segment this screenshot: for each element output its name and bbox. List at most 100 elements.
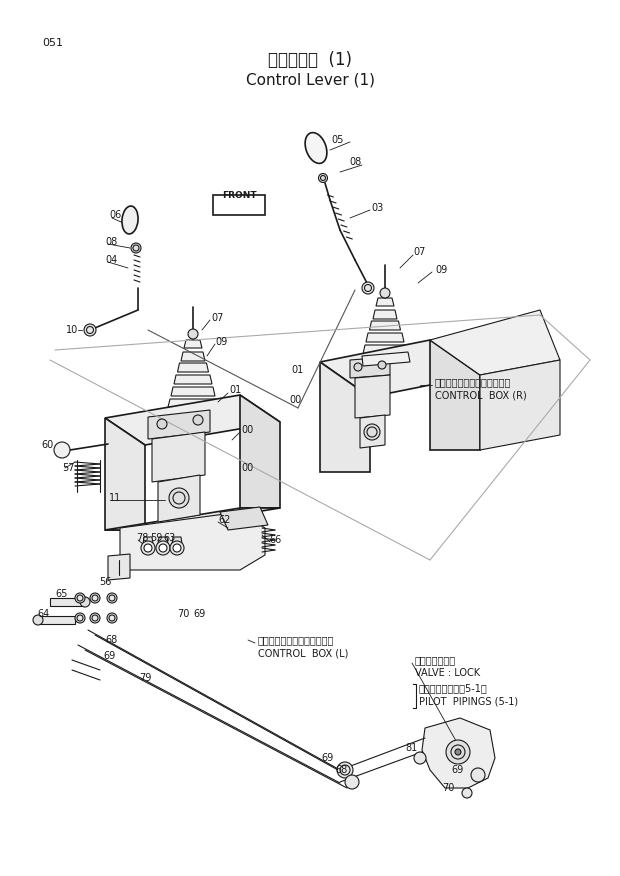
Circle shape (169, 488, 189, 508)
Text: コントロールボックス（右）: コントロールボックス（右） (435, 377, 511, 387)
Circle shape (75, 593, 85, 603)
Polygon shape (370, 321, 401, 330)
Polygon shape (105, 508, 280, 530)
Text: CONTROL  BOX (R): CONTROL BOX (R) (435, 391, 527, 401)
Polygon shape (320, 340, 480, 397)
Circle shape (364, 424, 380, 440)
Text: パイロット配管（5-1）: パイロット配管（5-1） (419, 683, 488, 693)
Polygon shape (105, 395, 280, 445)
Circle shape (170, 541, 184, 555)
Text: 69: 69 (104, 651, 116, 661)
Text: 81: 81 (406, 743, 418, 753)
Text: 70: 70 (177, 609, 189, 619)
Text: 65: 65 (56, 589, 68, 599)
Circle shape (107, 593, 117, 603)
Polygon shape (366, 333, 404, 342)
Ellipse shape (305, 132, 327, 164)
Text: 03: 03 (372, 203, 384, 213)
Text: Control Lever (1): Control Lever (1) (246, 73, 374, 88)
Circle shape (173, 544, 181, 552)
Text: 69: 69 (322, 753, 334, 763)
Text: 08: 08 (349, 157, 361, 167)
Circle shape (84, 324, 96, 336)
Polygon shape (373, 310, 397, 319)
Circle shape (188, 329, 198, 339)
Polygon shape (177, 363, 208, 372)
Circle shape (319, 173, 327, 182)
Polygon shape (422, 718, 495, 788)
Text: FRONT: FRONT (222, 192, 256, 201)
Text: 00: 00 (289, 395, 301, 405)
Text: 68: 68 (336, 765, 348, 775)
Ellipse shape (122, 206, 138, 234)
Text: 11: 11 (109, 493, 121, 503)
Text: 10: 10 (66, 325, 78, 335)
Polygon shape (148, 410, 210, 439)
Polygon shape (240, 395, 280, 508)
Polygon shape (350, 357, 390, 378)
Polygon shape (40, 616, 75, 624)
Text: 59: 59 (150, 533, 162, 543)
Text: 01: 01 (229, 385, 241, 395)
Polygon shape (184, 340, 202, 348)
Polygon shape (430, 340, 480, 450)
Polygon shape (158, 475, 200, 522)
Polygon shape (360, 415, 385, 448)
Text: 00: 00 (242, 463, 254, 473)
Text: 00: 00 (242, 425, 254, 435)
Circle shape (159, 544, 167, 552)
Polygon shape (152, 432, 205, 482)
Circle shape (75, 613, 85, 623)
Circle shape (157, 419, 167, 429)
Text: 08: 08 (106, 237, 118, 247)
Polygon shape (50, 598, 85, 606)
Polygon shape (143, 537, 153, 544)
Text: コントロールボックス（左）: コントロールボックス（左） (258, 635, 334, 645)
Polygon shape (355, 375, 390, 418)
Text: PILOT  PIPINGS (5-1): PILOT PIPINGS (5-1) (419, 697, 518, 707)
Circle shape (107, 613, 117, 623)
Circle shape (90, 613, 100, 623)
Circle shape (455, 749, 461, 755)
Polygon shape (174, 375, 212, 384)
Circle shape (54, 442, 70, 458)
Polygon shape (105, 418, 145, 530)
Polygon shape (363, 345, 407, 354)
Text: 09: 09 (216, 337, 228, 347)
Polygon shape (172, 537, 182, 544)
Circle shape (380, 288, 390, 298)
Text: 62: 62 (219, 515, 231, 525)
Circle shape (90, 593, 100, 603)
Text: 70: 70 (442, 783, 454, 793)
Circle shape (362, 282, 374, 294)
Text: 69: 69 (194, 609, 206, 619)
Text: CONTROL  BOX (L): CONTROL BOX (L) (258, 649, 348, 659)
Text: VALVE : LOCK: VALVE : LOCK (415, 668, 480, 678)
Circle shape (80, 597, 90, 607)
Text: 05: 05 (332, 135, 344, 145)
Circle shape (141, 541, 155, 555)
Polygon shape (360, 357, 410, 365)
Text: 06: 06 (109, 210, 121, 220)
Text: 68: 68 (106, 635, 118, 645)
Text: 04: 04 (106, 255, 118, 265)
Polygon shape (120, 512, 265, 570)
Polygon shape (181, 352, 205, 361)
Circle shape (414, 752, 426, 764)
Text: 操作レバー  (1): 操作レバー (1) (268, 51, 352, 69)
Polygon shape (220, 507, 268, 530)
Polygon shape (108, 554, 130, 580)
Text: 66: 66 (269, 535, 281, 545)
Text: 79: 79 (139, 673, 151, 683)
Text: 57: 57 (62, 463, 74, 473)
Polygon shape (430, 310, 560, 375)
Text: 56: 56 (99, 577, 111, 587)
Text: 09: 09 (436, 265, 448, 275)
Circle shape (462, 788, 472, 798)
Circle shape (378, 361, 386, 369)
Polygon shape (171, 387, 215, 396)
Polygon shape (158, 537, 168, 544)
Text: バルブ；ロック: バルブ；ロック (415, 655, 456, 665)
Text: 07: 07 (414, 247, 426, 257)
Circle shape (131, 243, 141, 253)
